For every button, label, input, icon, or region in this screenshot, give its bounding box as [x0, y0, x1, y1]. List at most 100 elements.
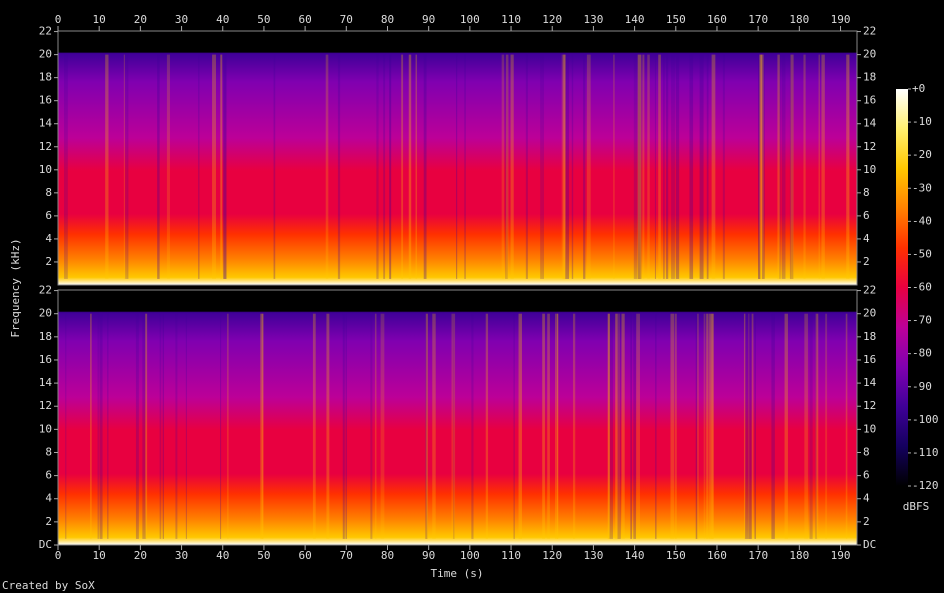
y-tick-label: 22 — [39, 284, 52, 297]
spectrogram-texture — [273, 54, 276, 279]
spectrogram-texture — [760, 54, 764, 279]
y-tick-label: 12 — [863, 140, 876, 153]
x-tick-label: 10 — [93, 549, 106, 562]
x-tick-label: 40 — [216, 13, 229, 26]
spectrogram-texture — [613, 54, 615, 279]
spectrogram-texture — [220, 313, 222, 539]
x-tick-label: 40 — [216, 549, 229, 562]
y-tick-label: 2 — [45, 255, 52, 268]
spectrogram-texture — [166, 54, 170, 279]
x-axis-label: Time (s) — [431, 567, 484, 580]
spectrogram-texture — [809, 313, 813, 539]
x-tick-label: 170 — [748, 549, 768, 562]
spectrogram-texture — [198, 54, 200, 279]
spectrogram-texture — [658, 54, 661, 279]
spectrogram-texture — [107, 313, 109, 539]
spectrogram-texture — [261, 313, 264, 539]
x-tick-label: 150 — [666, 549, 686, 562]
spectrogram-texture — [781, 54, 786, 279]
spectrogram-texture — [105, 54, 109, 279]
colorbar — [896, 89, 908, 486]
spectrogram-texture — [370, 313, 373, 539]
spectrogram-texture — [815, 313, 819, 539]
y-tick-label: 2 — [863, 255, 870, 268]
x-tick-label: 110 — [501, 549, 521, 562]
x-tick-label: 180 — [789, 13, 809, 26]
y-tick-label: 2 — [45, 515, 52, 528]
spectrogram-texture — [518, 313, 522, 539]
spectrogram-texture — [557, 313, 559, 539]
y-tick-label: 12 — [863, 399, 876, 412]
spectrogram-texture — [804, 313, 808, 539]
colorbar-tick-label: -30 — [912, 181, 932, 194]
spectrogram-texture — [159, 313, 162, 539]
spectrogram-texture — [65, 313, 67, 539]
spectrogram-texture — [464, 54, 466, 279]
spectrogram-texture — [699, 54, 704, 279]
colorbar-tick-label: -110 — [912, 446, 939, 459]
spectrogram-texture — [260, 313, 264, 539]
spectrogram-texture — [408, 54, 412, 279]
spectrogram-texture — [748, 313, 752, 539]
x-tick-label: 190 — [831, 13, 851, 26]
y-tick-label: 18 — [863, 71, 876, 84]
spectrogram-texture — [758, 54, 760, 279]
spectrogram-texture — [665, 54, 669, 279]
spectrogram-texture — [818, 54, 820, 279]
spectrogram-texture — [425, 313, 428, 539]
x-tick-label: 10 — [93, 13, 106, 26]
spectrogram-texture — [846, 54, 849, 279]
spectrogram-texture — [547, 313, 550, 539]
spectrogram-texture — [565, 54, 570, 279]
spectrogram-texture — [617, 313, 621, 539]
x-tick-label: 70 — [340, 13, 353, 26]
spectrogram-texture — [345, 313, 347, 539]
colorbar-tick-label: -50 — [912, 247, 932, 260]
spectrogram-texture — [675, 313, 677, 539]
spectrogram-texture — [456, 54, 458, 279]
spectrogram-texture — [389, 54, 391, 279]
spectrogram-texture — [607, 313, 610, 539]
y-tick-label: 16 — [863, 353, 876, 366]
spectrogram-texture — [609, 313, 613, 539]
x-tick-label: 0 — [55, 549, 62, 562]
x-tick-label: 140 — [625, 13, 645, 26]
y-tick-label: 10 — [863, 163, 876, 176]
y-tick-label: DC — [39, 538, 52, 551]
spectrogram-texture — [654, 54, 657, 279]
spectrogram-texture — [703, 313, 706, 539]
y-tick-label: 18 — [863, 330, 876, 343]
spectrogram-texture — [825, 313, 828, 539]
x-tick-label: 180 — [789, 549, 809, 562]
colorbar-tick-label: -20 — [912, 148, 932, 161]
x-tick-label: 160 — [707, 549, 727, 562]
colorbar-tick-label: -80 — [912, 347, 932, 360]
y-tick-label: 20 — [39, 307, 52, 320]
spectrogram-texture — [226, 313, 229, 539]
spectrogram-texture — [485, 313, 489, 539]
spectrogram-texture — [90, 313, 92, 539]
x-tick-label: 20 — [134, 13, 147, 26]
spectrogram-texture — [642, 54, 645, 279]
x-tick-label: 140 — [625, 549, 645, 562]
y-tick-label: 10 — [39, 422, 52, 435]
x-tick-label: 160 — [707, 13, 727, 26]
spectrogram-texture — [212, 54, 216, 279]
spectrogram-texture — [342, 313, 345, 539]
x-tick-label: 30 — [175, 13, 188, 26]
spectrogram-texture — [389, 54, 392, 279]
plot-frame — [57, 30, 858, 286]
spectrogram-texture — [758, 54, 761, 279]
spectrogram-texture — [175, 313, 178, 539]
y-tick-label: 14 — [39, 117, 53, 130]
x-tick-label: 120 — [542, 549, 562, 562]
y-tick-label: 22 — [863, 25, 876, 38]
y-tick-label: DC — [863, 538, 876, 551]
spectrogram-texture — [759, 54, 763, 279]
spectrogram-texture — [803, 54, 806, 279]
spectrogram-texture — [451, 313, 456, 539]
y-tick-label: 12 — [39, 140, 52, 153]
colorbar-tick-label: -60 — [912, 281, 932, 294]
colorbar-tick-label: -120 — [912, 479, 939, 492]
